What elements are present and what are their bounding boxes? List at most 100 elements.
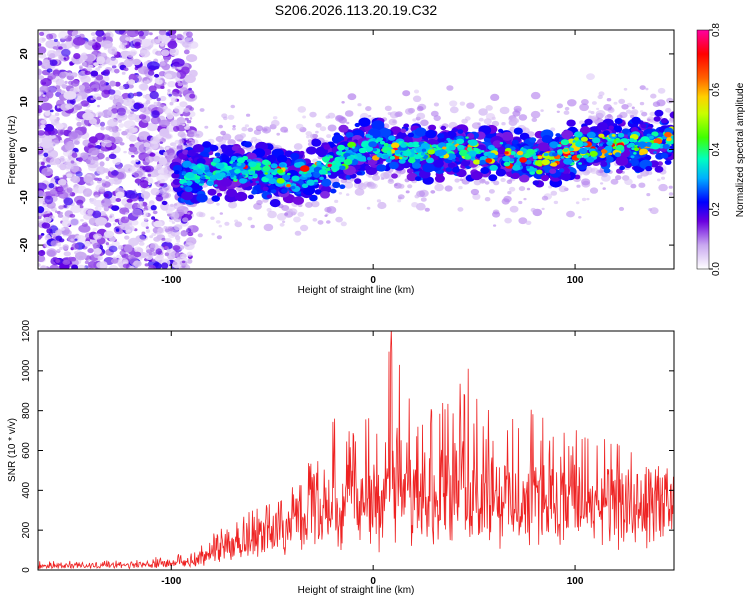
heatmap-noise-blob — [146, 122, 158, 132]
heatmap-core-blob — [248, 175, 253, 180]
heatmap-noise-blob — [161, 262, 169, 269]
heatmap-halo-blob — [668, 192, 674, 196]
heatmap-halo-blob — [503, 195, 512, 203]
heatmap-noise-blob — [188, 87, 193, 91]
heatmap-noise-blob — [161, 200, 168, 206]
heatmap-halo-blob — [247, 127, 254, 132]
heatmap-noise-blob — [46, 68, 53, 73]
heatmap-noise-blob — [90, 181, 95, 185]
heatmap-noise-blob — [84, 70, 91, 76]
heatmap-ridge-blob — [358, 117, 371, 127]
heatmap-noise-blob — [153, 236, 161, 242]
heatmap-halo-blob — [335, 216, 343, 223]
heatmap-halo-blob — [340, 221, 347, 227]
heatmap-halo-blob — [530, 110, 541, 119]
heatmap-noise-blob — [44, 110, 51, 116]
heatmap-noise-blob — [168, 93, 172, 97]
heatmap-noise-blob — [140, 221, 149, 228]
heatmap-noise-blob — [155, 39, 160, 44]
heatmap-core-blob — [606, 141, 613, 146]
heatmap-core-blob — [586, 156, 595, 163]
heatmap-halo-blob — [341, 101, 345, 104]
heatmap-halo-blob — [293, 216, 301, 223]
heatmap-noise-blob — [183, 49, 190, 55]
heatmap-noise-blob — [153, 101, 158, 105]
heatmap-halo-blob — [665, 107, 672, 113]
heatmap-halo-blob — [182, 217, 189, 223]
heatmap-noise-blob — [94, 123, 98, 126]
heatmap-halo-blob — [579, 103, 589, 112]
heatmap-core-blob — [286, 184, 291, 188]
heatmap-ridge-blob — [403, 136, 413, 144]
heatmap-halo-blob — [384, 105, 392, 112]
heatmap-core-blob — [503, 161, 511, 167]
heatmap-core-blob — [473, 159, 481, 165]
heatmap-halo-blob — [397, 199, 402, 203]
heatmap-noise-blob — [43, 85, 47, 89]
heatmap-core-blob — [264, 172, 268, 175]
heatmap-noise-blob — [111, 65, 117, 69]
heatmap-core-blob — [379, 137, 384, 141]
heatmap-core-blob — [408, 157, 416, 164]
heatmap-halo-blob — [420, 119, 429, 127]
heatmap-noise-blob — [112, 130, 120, 138]
heatmap-noise-blob — [73, 87, 78, 91]
heatmap-noise-blob — [45, 91, 54, 99]
heatmap-core-blob — [403, 150, 412, 157]
heatmap-noise-blob — [51, 233, 57, 238]
heatmap-halo-blob — [218, 138, 227, 145]
heatmap-halo-blob — [216, 202, 220, 206]
heatmap-noise-blob — [90, 97, 95, 101]
heatmap-halo-blob — [171, 221, 175, 224]
heatmap-ridge-blob — [299, 150, 305, 155]
heatmap-ridge-blob — [511, 172, 520, 179]
heatmap-core-blob — [456, 138, 465, 145]
heatmap-core-blob — [645, 142, 653, 147]
heatmap-core-blob — [199, 180, 205, 184]
heatmap-ridge-blob — [196, 193, 208, 203]
heatmap-noise-blob — [121, 71, 126, 75]
heatmap-noise-blob — [172, 261, 178, 266]
heatmap-halo-blob — [501, 122, 506, 126]
heatmap-noise-blob — [83, 240, 91, 247]
heatmap-noise-blob — [105, 156, 110, 162]
heatmap-noise-blob — [78, 224, 91, 233]
heatmap-noise-blob — [133, 246, 142, 253]
heatmap-noise-blob — [75, 251, 87, 261]
heatmap-noise-blob — [186, 31, 193, 38]
heatmap-core-blob — [466, 147, 473, 151]
heatmap-noise-blob — [156, 97, 161, 102]
heatmap-noise-blob — [58, 46, 63, 50]
heatmap-halo-blob — [191, 139, 199, 145]
heatmap-core-blob — [560, 156, 565, 159]
heatmap-halo-blob — [636, 174, 643, 179]
heatmap-noise-blob — [99, 211, 106, 217]
heatmap-halo-blob — [239, 133, 246, 138]
heatmap-noise-blob — [73, 53, 81, 60]
heatmap-halo-blob — [615, 175, 622, 181]
heatmap-ridge-blob — [660, 152, 669, 159]
heatmap-core-blob — [219, 172, 226, 177]
heatmap-halo-blob — [413, 89, 420, 94]
heatmap-ridge-blob — [452, 166, 460, 173]
heatmap-noise-blob — [148, 141, 159, 150]
heatmap-core-blob — [447, 139, 454, 144]
heatmap-noise-blob — [96, 56, 106, 65]
heatmap-core-blob — [457, 144, 465, 150]
heatmap-y-axis-label: Frequency (Hz) — [7, 116, 18, 185]
heatmap-core-blob — [653, 151, 657, 154]
heatmap-ridge-blob — [434, 174, 445, 183]
snr-y-tick-label: 1000 — [21, 359, 32, 382]
heatmap-core-blob — [233, 178, 238, 181]
heatmap-noise-blob — [76, 121, 82, 127]
heatmap-halo-blob — [402, 90, 411, 97]
heatmap-halo-blob — [530, 91, 541, 100]
heatmap-noise-blob — [93, 248, 102, 255]
heatmap-noise-blob — [166, 248, 171, 253]
heatmap-blobs — [38, 30, 674, 269]
heatmap-halo-blob — [576, 184, 581, 188]
heatmap-ridge-blob — [321, 178, 332, 187]
heatmap-noise-blob — [151, 216, 156, 220]
heatmap-ridge-blob — [276, 154, 288, 163]
